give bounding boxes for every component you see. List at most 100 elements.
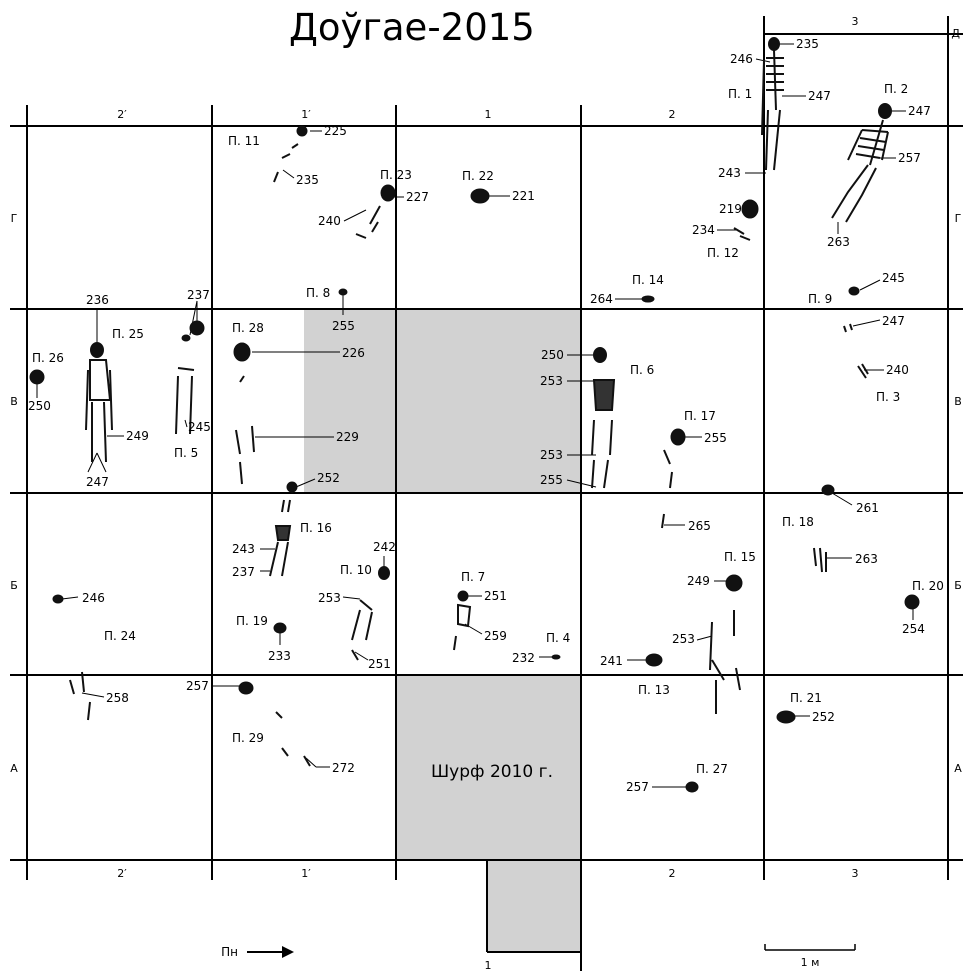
shurf-2010-area	[396, 675, 581, 860]
depth-label: 243	[232, 542, 255, 556]
burial-label-p6: П. 6	[630, 363, 654, 377]
row-label-g-right: Г	[955, 212, 962, 225]
col-label-2p-top: 2′	[117, 108, 127, 121]
scale-bar	[764, 944, 856, 951]
burial-label-p25: П. 25	[112, 327, 144, 341]
burial-label-p13: П. 13	[638, 683, 670, 697]
row-label-d: Д	[951, 27, 960, 40]
burial-label-p26: П. 26	[32, 351, 64, 365]
north-label: Пн	[221, 945, 238, 959]
depth-label: 250	[28, 399, 51, 413]
depth-label: 235	[796, 37, 819, 51]
skull-p13	[645, 653, 663, 667]
depth-label: 264	[590, 292, 613, 306]
depth-label: 251	[484, 589, 507, 603]
depth-label: 257	[626, 780, 649, 794]
col-label-1-bottom: 1	[485, 959, 492, 971]
burial-labels: П. 1 П. 2 П. 3 П. 4 П. 5 П. 6 П. 7 П. 8 …	[32, 82, 944, 776]
skull-p21	[776, 710, 796, 724]
depth-label: 252	[317, 471, 340, 485]
depth-labels: 235 246 247 247 257 243 219 234 263 245 …	[28, 37, 931, 794]
skull-p15	[725, 574, 743, 592]
depth-label: 225	[324, 124, 347, 138]
burial-label-p14: П. 14	[632, 273, 664, 287]
burial-label-p20: П. 20	[912, 579, 944, 593]
burial-label-p8: П. 8	[306, 286, 330, 300]
skull-p19	[273, 622, 287, 634]
depth-label: 235	[296, 173, 319, 187]
burial-label-p11: П. 11	[228, 134, 260, 148]
depth-label: 247	[882, 314, 905, 328]
row-label-g-left: Г	[11, 212, 18, 225]
depth-label: 233	[268, 649, 291, 663]
depth-label: 237	[187, 288, 210, 302]
burial-label-p28: П. 28	[232, 321, 264, 335]
skull-p17	[670, 428, 686, 446]
skull-p27	[685, 781, 699, 793]
depth-label: 265	[688, 519, 711, 533]
burial-label-p16: П. 16	[300, 521, 332, 535]
depth-label: 242	[373, 540, 396, 554]
depth-label: 246	[82, 591, 105, 605]
col-label-1p-bottom: 1′	[301, 867, 311, 880]
burial-label-p21: П. 21	[790, 691, 822, 705]
skeleton-p10	[351, 566, 390, 661]
skull-p24	[52, 594, 64, 604]
skull-p11	[296, 125, 308, 137]
depth-label: 254	[902, 622, 925, 636]
col-label-1-top: 1	[485, 108, 492, 121]
shurf-label: Шурф 2010 г.	[431, 762, 553, 782]
depth-label: 229	[336, 430, 359, 444]
grid	[10, 16, 963, 971]
skull-p14	[641, 295, 655, 303]
burial-label-p7: П. 7	[461, 570, 485, 584]
depth-label: 261	[856, 501, 879, 515]
row-label-v-right: В	[954, 395, 962, 408]
skeleton-p1	[761, 37, 784, 171]
skull-p7	[457, 590, 469, 602]
depth-label: 249	[126, 429, 149, 443]
burial-label-p19: П. 19	[236, 614, 268, 628]
burial-label-p23: П. 23	[380, 168, 412, 182]
depth-label: 253	[540, 448, 563, 462]
depth-label: 259	[484, 629, 507, 643]
burial-label-p18: П. 18	[782, 515, 814, 529]
depth-label: 263	[827, 235, 850, 249]
row-label-b-right: Б	[954, 579, 962, 592]
skull-p22	[470, 188, 490, 204]
depth-label: 253	[318, 591, 341, 605]
depth-label: 247	[908, 104, 931, 118]
depth-label: 236	[86, 293, 109, 307]
col-label-2-bottom: 2	[669, 867, 676, 880]
depth-label: 257	[898, 151, 921, 165]
depth-label: 247	[86, 475, 109, 489]
depth-label: 240	[318, 214, 341, 228]
burial-label-p3: П. 3	[876, 390, 900, 404]
depth-label: 263	[855, 552, 878, 566]
burial-label-p12: П. 12	[707, 246, 739, 260]
depth-label: 245	[188, 420, 211, 434]
skull-p23	[380, 184, 396, 202]
depth-label: 253	[540, 374, 563, 388]
depth-label: 240	[886, 363, 909, 377]
depth-label: 258	[106, 691, 129, 705]
depth-label: 255	[540, 473, 563, 487]
burial-label-p1: П. 1	[728, 87, 752, 101]
burial-label-p17: П. 17	[684, 409, 716, 423]
skull-p12	[741, 199, 759, 219]
depth-label: 251	[368, 657, 391, 671]
col-label-2-top: 2	[669, 108, 676, 121]
depth-label: 219	[719, 202, 742, 216]
depth-label: 221	[512, 189, 535, 203]
shurf-extension	[487, 860, 581, 952]
depth-label: 255	[332, 319, 355, 333]
burial-label-p9: П. 9	[808, 292, 832, 306]
shaded-area-v1	[396, 309, 581, 493]
col-label-3-top: 3	[852, 15, 859, 28]
skull-p5	[189, 320, 205, 336]
skull-p26	[29, 369, 45, 385]
burial-label-p15: П. 15	[724, 550, 756, 564]
col-label-2p-bottom: 2′	[117, 867, 127, 880]
depth-label: 249	[687, 574, 710, 588]
